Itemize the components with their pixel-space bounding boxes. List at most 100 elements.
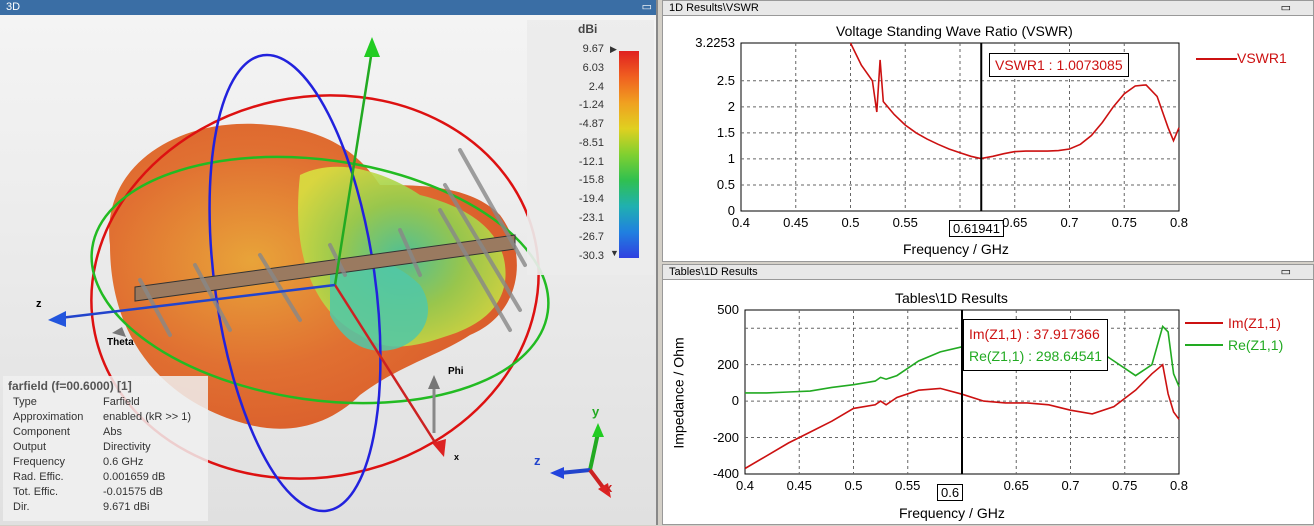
farfield-3d-pane[interactable]: 3D ▭ <box>0 0 658 525</box>
info-key: Tot. Effic. <box>13 486 59 498</box>
info-key: Type <box>13 396 37 408</box>
theta-arrowhead <box>112 327 126 337</box>
farfield-pattern-graphic <box>48 37 611 513</box>
im-marker-value: Im(Z1,1) : 37.917366 <box>969 326 1100 342</box>
x-tick-label: 0.45 <box>786 478 812 493</box>
triad-z-line <box>559 468 591 475</box>
x-tick-label: 0.5 <box>841 215 860 230</box>
info-row: Output Directivity <box>3 441 208 456</box>
y-tick-label: 1 <box>727 150 735 166</box>
y-tick-label: 0 <box>731 393 739 409</box>
maximize-icon[interactable]: ▭ <box>641 1 652 13</box>
colorbar-top-marker-icon: ▶ <box>610 44 617 54</box>
x-tick-label: 0.45 <box>783 215 809 230</box>
phi-label: Phi <box>448 366 464 377</box>
info-key: Frequency <box>13 456 65 468</box>
colorbar-bottom-marker-icon: ▼ <box>610 248 619 258</box>
info-row: Tot. Effic. -0.01575 dB <box>3 486 208 501</box>
info-value: Abs <box>103 426 122 438</box>
x-tick-label: 0.75 <box>1111 215 1137 230</box>
info-row: Component Abs <box>3 426 208 441</box>
colorbar-label: -30.3 <box>578 250 604 262</box>
pane-title-text: Tables\1D Results <box>669 266 758 278</box>
info-key: Component <box>13 426 70 438</box>
z-axis-line <box>59 283 336 320</box>
vswr-marker-readout: VSWR1 : 1.0073085 <box>989 53 1129 77</box>
y-tick-label: -200 <box>712 429 739 445</box>
info-key: Rad. Effic. <box>13 471 64 483</box>
colorbar-label: -19.4 <box>578 193 604 205</box>
colorbar-label: -4.87 <box>578 118 604 130</box>
im-legend-label: Im(Z1,1) <box>1228 315 1281 331</box>
info-value: Farfield <box>103 396 140 408</box>
y-tick-label: 0.5 <box>716 176 735 192</box>
colorbar-label: -12.1 <box>578 156 604 168</box>
tables-xlabel: Frequency / GHz <box>899 505 1005 521</box>
phi-ring <box>90 155 550 405</box>
vswr-chart[interactable] <box>663 16 1314 263</box>
y-tick-label: 1.5 <box>716 124 735 140</box>
y-tick-label: 0 <box>727 203 735 218</box>
info-key: Output <box>13 441 47 453</box>
info-row: Rad. Effic. 0.001659 dB <box>3 471 208 486</box>
y-tick-label: 3.2253 <box>695 35 735 50</box>
x-tick-label: 0.65 <box>1003 478 1029 493</box>
tables-pane[interactable]: Tables\1D Results ▭ Tables\1D Results Im… <box>662 264 1314 525</box>
impedance-marker-readout: Im(Z1,1) : 37.917366 Re(Z1,1) : 298.6454… <box>963 319 1109 371</box>
vswr-plot-title: Voltage Standing Wave Ratio (VSWR) <box>836 23 1073 39</box>
triad-z-label: z <box>534 453 541 468</box>
colorbar-label: -1.24 <box>578 99 604 111</box>
x-tick-label: 0.7 <box>1060 215 1079 230</box>
colorbar-gradient <box>619 51 639 258</box>
x-axis-line <box>333 284 440 448</box>
info-row: Approximation enabled (kR >> 1) <box>3 411 208 426</box>
colorbar-label: 9.67 <box>582 43 604 55</box>
x-tick-label: 0.75 <box>1112 478 1138 493</box>
triad-y-label: y <box>592 404 600 419</box>
azimuth-ring <box>208 53 382 513</box>
y-axis-arrow <box>364 37 380 57</box>
vswr-legend-label: VSWR1 <box>1237 50 1287 66</box>
z-axis-label: z <box>36 298 42 310</box>
info-value: enabled (kR >> 1) <box>103 411 192 423</box>
x-tick-label: 0.55 <box>892 215 918 230</box>
re-legend-label: Re(Z1,1) <box>1228 337 1284 353</box>
re-marker-value: Re(Z1,1) : 298.64541 <box>969 348 1103 364</box>
farfield-info-panel: farfield (f=00.6000) [1] Type Farfield Ap… <box>3 376 208 521</box>
pane-title-tables: Tables\1D Results ▭ <box>663 265 1313 280</box>
maximize-icon[interactable]: ▭ <box>1280 266 1291 278</box>
impedance-marker-x-value: 0.6 <box>937 484 964 501</box>
z-axis-arrow <box>48 311 66 327</box>
info-value: Directivity <box>103 441 151 453</box>
vswr1-series-line <box>849 42 1180 160</box>
tables-ylabel: Impedance / Ohm <box>670 337 687 449</box>
vswr-grid <box>740 42 1180 212</box>
colorbar-label: 6.03 <box>582 62 604 74</box>
y-tick-label: 200 <box>717 356 739 372</box>
x-tick-label: 0.4 <box>735 478 755 493</box>
info-row: Type Farfield <box>3 396 208 411</box>
vswr-pane[interactable]: 1D Results\VSWR ▭ Voltage Standing Wave … <box>662 0 1314 262</box>
y-axis-line <box>333 49 374 286</box>
maximize-icon[interactable]: ▭ <box>1280 2 1291 14</box>
phi-arrowhead <box>428 375 440 389</box>
pane-title-text: 1D Results\VSWR <box>669 2 759 14</box>
colorbar-label: -23.1 <box>578 212 604 224</box>
info-value: 0.6 GHz <box>103 456 144 468</box>
tables-plot-title: Tables\1D Results <box>895 290 1008 306</box>
triad-y-arrow <box>592 423 604 437</box>
pane-title-3d: 3D ▭ <box>0 0 656 15</box>
info-row: Dir. 9.671 dBi <box>3 501 208 516</box>
vswr-marker-x-value: 0.61941 <box>949 220 1004 237</box>
x-tick-label: 0.55 <box>895 478 921 493</box>
impedance-chart[interactable] <box>663 280 1314 526</box>
info-value: 9.671 dBi <box>103 501 150 513</box>
info-value: 0.001659 dB <box>103 471 166 483</box>
x-axis-label: x <box>454 452 460 462</box>
triad-z-arrow <box>550 467 564 479</box>
y-tick-label: 2.5 <box>716 72 735 88</box>
colorbar-label: -8.51 <box>578 137 604 149</box>
3d-viewport[interactable]: z Theta Phi x y z x dBi ▶ ▼ 9.67 6.03 2.… <box>0 15 656 525</box>
theta-label: Theta <box>107 337 134 348</box>
x-tick-label: 0.7 <box>1061 478 1080 493</box>
